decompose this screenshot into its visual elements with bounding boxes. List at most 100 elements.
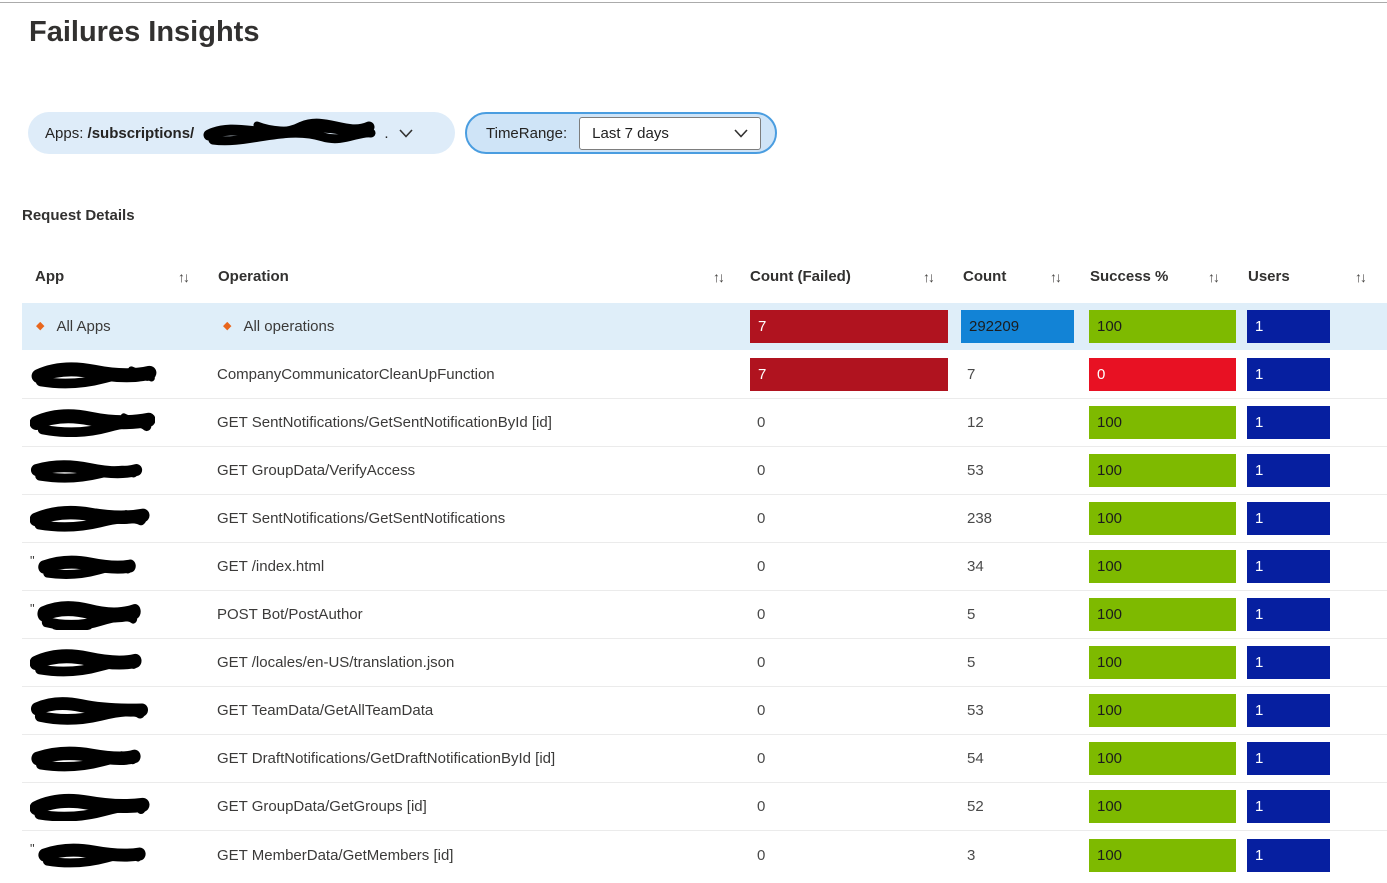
- users-bar: 1: [1247, 358, 1330, 391]
- column-header-success[interactable]: Success % ↑↓: [1090, 268, 1220, 285]
- operation-name: POST Bot/PostAuthor: [217, 606, 363, 623]
- apps-filter-pill[interactable]: Apps: /subscriptions/ .: [28, 112, 455, 154]
- column-header-users[interactable]: Users ↑↓: [1248, 268, 1367, 285]
- operation-name: GET MemberData/GetMembers [id]: [217, 846, 454, 864]
- count-value: 34: [967, 558, 984, 575]
- table-row[interactable]: ◆ All Apps ◆ All operations 7 292209 100…: [22, 303, 1387, 351]
- operation-name: All operations: [243, 318, 335, 335]
- sort-icon[interactable]: ↑↓: [178, 268, 190, 285]
- chevron-down-icon: [398, 128, 413, 138]
- count-failed-value: 0: [757, 510, 766, 527]
- redaction-scribble: [30, 648, 142, 676]
- sort-icon[interactable]: ↑↓: [923, 268, 935, 285]
- redaction-scribble: [30, 408, 155, 437]
- timerange-label: TimeRange:: [486, 124, 568, 142]
- timerange-select[interactable]: Last 7 days: [579, 116, 761, 150]
- app-name-fragment: ": [30, 553, 35, 568]
- operation-name: GET TeamData/GetAllTeamData: [217, 702, 434, 719]
- users-bar: 1: [1247, 454, 1330, 487]
- count-failed-value: 0: [757, 606, 766, 623]
- success-bar: 0: [1089, 358, 1236, 391]
- redaction-scribble: [30, 459, 143, 483]
- table-row[interactable]: " POST Bot/PostAuthor 0 5 100 1: [22, 591, 1387, 639]
- apps-filter-value: /subscriptions/: [87, 124, 195, 142]
- table-row[interactable]: GET GroupData/VerifyAccess 0 53 100 1: [22, 447, 1387, 495]
- count-value: 7: [967, 366, 976, 383]
- users-bar: 1: [1247, 310, 1330, 343]
- timerange-filter-pill: TimeRange: Last 7 days: [465, 112, 777, 154]
- success-bar: 100: [1089, 742, 1236, 775]
- count-value: 12: [967, 414, 984, 431]
- success-bar: 100: [1089, 790, 1236, 823]
- table-row[interactable]: GET SentNotifications/GetSentNotificatio…: [22, 495, 1387, 543]
- apps-filter-label: Apps:: [45, 124, 88, 142]
- operation-name: GET DraftNotifications/GetDraftNotificat…: [217, 750, 556, 767]
- diamond-icon: ◆: [223, 320, 232, 332]
- count-failed-bar: 7: [750, 310, 948, 343]
- users-bar: 1: [1247, 694, 1330, 727]
- app-name-fragment: ": [30, 601, 35, 616]
- success-bar: 100: [1089, 310, 1236, 343]
- count-failed-value: 0: [757, 798, 766, 815]
- page-title: Failures Insights: [29, 16, 260, 48]
- operation-name: GET /index.html: [217, 558, 325, 575]
- count-failed-value: 0: [757, 654, 766, 671]
- operation-name: GET GroupData/GetGroups [id]: [217, 798, 427, 815]
- sort-icon[interactable]: ↑↓: [713, 268, 725, 285]
- success-bar: 100: [1089, 406, 1236, 439]
- redaction-scribble: [38, 843, 146, 868]
- column-header-count-failed[interactable]: Count (Failed) ↑↓: [750, 268, 935, 285]
- timerange-selected-value: Last 7 days: [592, 124, 669, 142]
- count-failed-value: 0: [757, 750, 766, 767]
- table-row[interactable]: GET /locales/en-US/translation.json 0 5 …: [22, 639, 1387, 687]
- chevron-down-icon: [734, 128, 748, 138]
- sort-icon[interactable]: ↑↓: [1208, 268, 1220, 285]
- column-header-app[interactable]: App ↑↓: [35, 268, 190, 285]
- page-top-divider: [0, 2, 1387, 3]
- count-value: 53: [967, 702, 984, 719]
- count-value: 54: [967, 750, 984, 767]
- table-row[interactable]: CompanyCommunicatorCleanUpFunction 7 7 0…: [22, 351, 1387, 399]
- success-bar: 100: [1089, 646, 1236, 679]
- users-bar: 1: [1247, 502, 1330, 535]
- users-bar: 1: [1247, 646, 1330, 679]
- column-header-operation[interactable]: Operation ↑↓: [218, 268, 725, 285]
- users-bar: 1: [1247, 838, 1330, 872]
- redaction-scribble: [30, 696, 148, 725]
- success-bar: 100: [1089, 454, 1236, 487]
- users-bar: 1: [1247, 598, 1330, 631]
- table-row[interactable]: " GET /index.html 0 34 100 1: [22, 543, 1387, 591]
- table-header-row: App ↑↓ Operation ↑↓ Count (Failed) ↑↓ Co…: [22, 250, 1387, 303]
- success-bar: 100: [1089, 838, 1236, 872]
- redaction-scribble: [31, 746, 141, 772]
- section-title-request-details: Request Details: [22, 207, 135, 224]
- app-name-fragment: ": [30, 841, 35, 856]
- redaction-scribble: [30, 505, 150, 532]
- count-failed-value: 0: [757, 414, 766, 431]
- success-bar: 100: [1089, 694, 1236, 727]
- redaction-scribble: [30, 793, 150, 821]
- sort-icon[interactable]: ↑↓: [1355, 268, 1367, 285]
- count-value: 238: [967, 510, 993, 527]
- count-failed-value: 0: [757, 558, 766, 575]
- count-value: 5: [967, 606, 976, 623]
- table-row[interactable]: GET DraftNotifications/GetDraftNotificat…: [22, 735, 1387, 783]
- operation-name: GET SentNotifications/GetSentNotificatio…: [217, 510, 506, 527]
- app-name: All Apps: [56, 318, 111, 335]
- users-bar: 1: [1247, 742, 1330, 775]
- sort-icon[interactable]: ↑↓: [1050, 268, 1062, 285]
- column-header-count[interactable]: Count ↑↓: [963, 268, 1062, 285]
- count-value: 5: [967, 654, 976, 671]
- table-row[interactable]: GET TeamData/GetAllTeamData 0 53 100 1: [22, 687, 1387, 735]
- count-bar: 292209: [961, 310, 1074, 343]
- count-value: 53: [967, 462, 984, 479]
- redaction-scribble: [31, 361, 157, 388]
- operation-name: GET GroupData/VerifyAccess: [217, 462, 416, 479]
- operation-name: CompanyCommunicatorCleanUpFunction: [217, 366, 495, 383]
- users-bar: 1: [1247, 790, 1330, 823]
- table-row[interactable]: GET GroupData/GetGroups [id] 0 52 100 1: [22, 783, 1387, 831]
- redaction-scribble: [37, 600, 141, 630]
- table-row[interactable]: " GET MemberData/GetMembers [id] 0 3 100…: [22, 831, 1387, 879]
- table-row[interactable]: GET SentNotifications/GetSentNotificatio…: [22, 399, 1387, 447]
- operation-name: GET /locales/en-US/translation.json: [217, 654, 455, 671]
